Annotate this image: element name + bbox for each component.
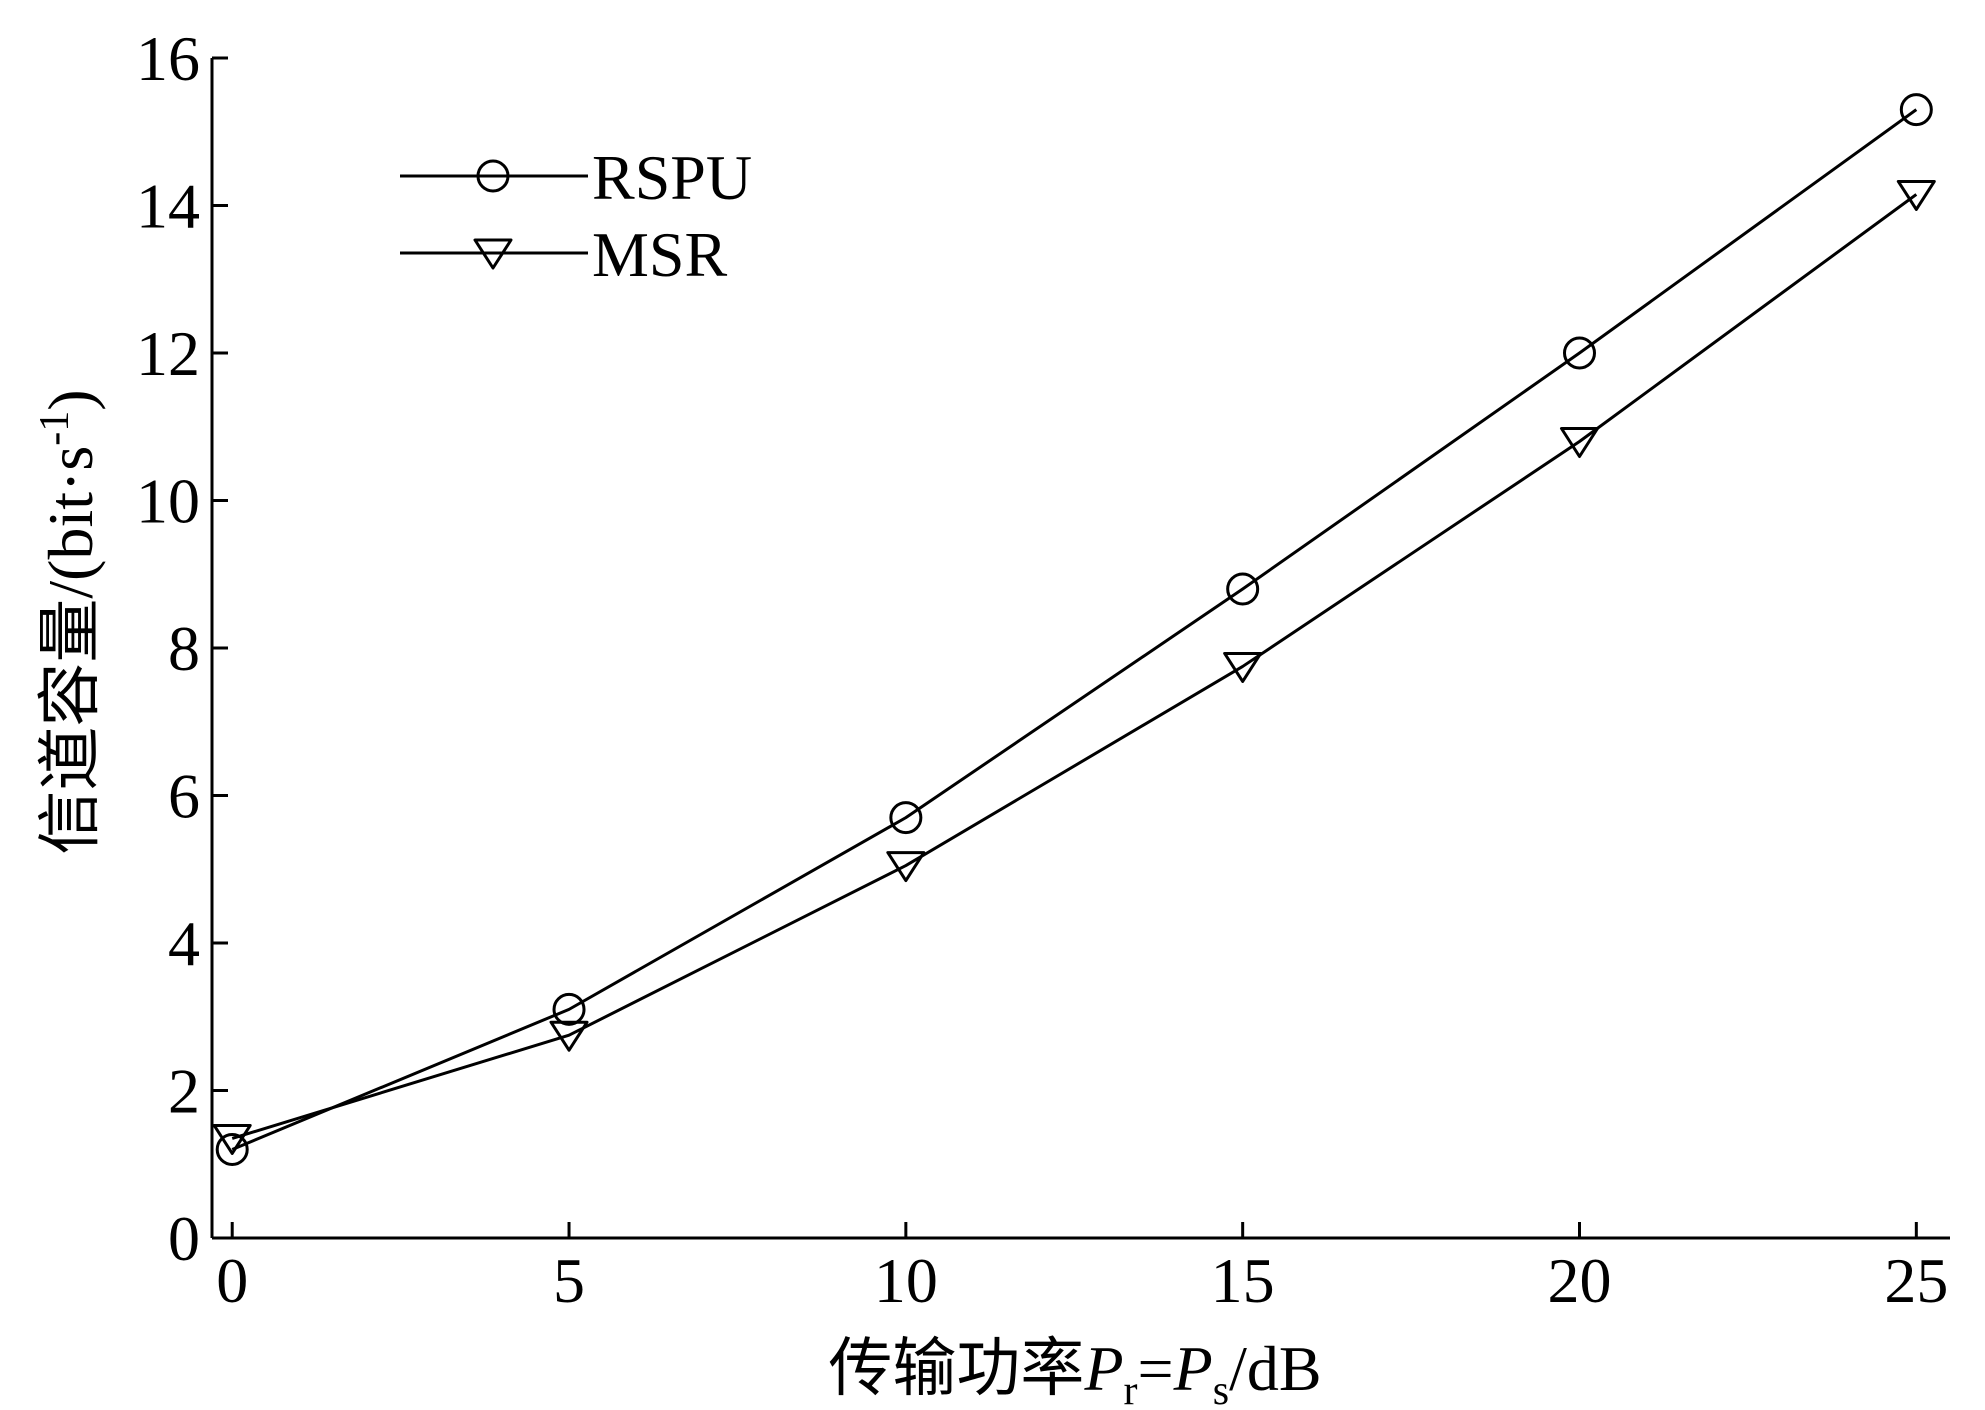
x-tick-label: 25 [1884,1245,1948,1316]
y-ticks: 0 2 4 6 8 10 12 14 16 [136,23,228,1274]
x-tick-label: 15 [1211,1245,1275,1316]
y-tick-label: 16 [136,23,200,94]
legend: RSPU MSR [400,142,752,290]
x-tick-label: 0 [216,1245,248,1316]
y-axis-title: 信道容量/(bit·s-1) [32,389,106,854]
data-point-rspu [1899,93,1933,127]
series-rspu [215,93,1933,1166]
plot-series [212,93,1936,1166]
legend-label-rspu: RSPU [592,142,752,213]
x-axis-title-sub-2: s [1213,1368,1229,1410]
y-axis-title-sup: -1 [32,411,78,446]
x-axis-title-symbol-1: P [1083,1333,1123,1404]
axes: 0 5 10 15 20 25 0 2 4 6 8 10 12 14 16 [136,23,1950,1316]
y-tick-label: 6 [168,761,200,832]
legend-item-rspu: RSPU [400,142,752,213]
y-tick-label: 14 [136,171,200,242]
data-point-rspu [215,1133,249,1166]
x-axis-title-equals: = [1138,1333,1174,1404]
y-tick-label: 4 [168,908,200,979]
x-axis-title-unit: /dB [1229,1333,1321,1404]
data-point-rspu [889,801,923,835]
x-axis-title: 传输功率Pr=Ps/dB [828,1333,1321,1410]
data-point-msr [1559,427,1599,458]
data-point-msr [1223,651,1263,683]
data-point-rspu [1562,336,1596,370]
y-tick-label: 8 [168,613,200,684]
series-msr [212,179,1936,1155]
legend-label-msr: MSR [592,219,728,290]
x-axis-title-main: 传输功率 [828,1333,1084,1404]
series-line-msr [231,193,1918,1140]
x-tick-label: 10 [874,1245,938,1316]
data-point-rspu [552,992,586,1026]
y-axis-title-main: 信道容量/(bit·s [35,446,106,855]
data-point-msr [886,851,926,883]
y-tick-label: 0 [168,1203,200,1274]
data-point-msr [549,1020,589,1052]
data-point-msr [212,1123,252,1155]
x-ticks: 0 5 10 15 20 25 [216,1222,1948,1316]
legend-item-msr: MSR [400,219,728,290]
x-tick-label: 5 [553,1245,585,1316]
legend-marker-triangle-down-icon [473,238,513,270]
y-axis-title-close: ) [35,389,106,410]
legend-marker-circle-icon [476,159,510,193]
data-point-rspu [1226,572,1260,606]
x-axis-title-sub-1: r [1124,1368,1138,1410]
x-axis-title-symbol-2: P [1173,1333,1213,1404]
series-line-rspu [231,108,1918,1151]
y-tick-label: 10 [136,466,200,537]
data-point-msr [1896,179,1936,211]
y-tick-label: 2 [168,1056,200,1127]
y-tick-label: 12 [136,318,200,389]
x-tick-label: 20 [1547,1245,1611,1316]
